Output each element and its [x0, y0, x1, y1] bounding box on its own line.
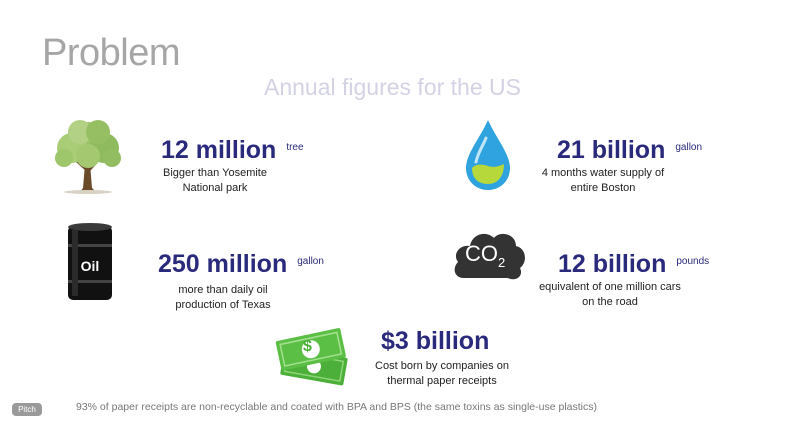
desc-line: Cost born by companies on	[375, 360, 509, 372]
desc-line: entire Boston	[570, 182, 636, 194]
stat-description: equivalent of one million cars on the ro…	[520, 280, 700, 310]
stat-unit: gallon	[675, 142, 703, 153]
stat-unit: pounds	[676, 256, 710, 267]
desc-line: more than daily oil	[178, 284, 268, 296]
stat-value: 12 million	[161, 136, 277, 164]
stat-value: $3 billion	[381, 327, 490, 355]
desc-line: production of Texas	[175, 299, 271, 311]
co2-cloud-icon: CO2	[450, 228, 528, 286]
desc-line: Bigger than Yosemite	[163, 167, 267, 179]
stat-description: Bigger than Yosemite National park	[150, 166, 280, 196]
money-icon: $	[270, 326, 354, 390]
desc-line: on the road	[582, 296, 638, 308]
desc-line: thermal paper receipts	[387, 375, 497, 387]
dollar-sign: $	[303, 338, 312, 355]
desc-line: National park	[182, 182, 248, 194]
stat-value: 12 billion	[558, 250, 667, 278]
stat-value: 21 billion	[557, 136, 666, 164]
stat-co2: 12 billion pounds	[558, 250, 758, 279]
stat-description: more than daily oil production of Texas	[158, 283, 288, 313]
stat-water: 21 billion gallon	[557, 136, 737, 165]
oil-barrel-icon: Oil	[66, 222, 114, 304]
water-drop-icon	[462, 118, 514, 192]
footnote: 93% of paper receipts are non-recyclable…	[76, 401, 598, 413]
desc-line: 4 months water supply of	[541, 167, 665, 179]
stat-trees: 12 million tree	[161, 136, 341, 165]
stat-oil: 250 million gallon	[158, 250, 358, 279]
co2-subscript: 2	[498, 255, 506, 270]
stat-cost: $3 billion	[381, 327, 541, 356]
stat-description: Cost born by companies on thermal paper …	[362, 359, 522, 389]
stat-unit: gallon	[297, 256, 324, 267]
oil-label: Oil	[80, 258, 100, 274]
stat-description: 4 months water supply of entire Boston	[528, 166, 678, 196]
page-title: Problem	[42, 32, 181, 74]
tree-icon	[52, 118, 124, 194]
co2-text: CO	[465, 241, 498, 266]
pitch-badge[interactable]: Pitch	[12, 403, 42, 416]
stat-unit: tree	[286, 142, 304, 153]
co2-label: CO2	[465, 241, 506, 270]
desc-line: equivalent of one million cars	[539, 281, 681, 293]
page-subtitle: Annual figures for the US	[264, 74, 521, 100]
stat-value: 250 million	[158, 250, 288, 278]
